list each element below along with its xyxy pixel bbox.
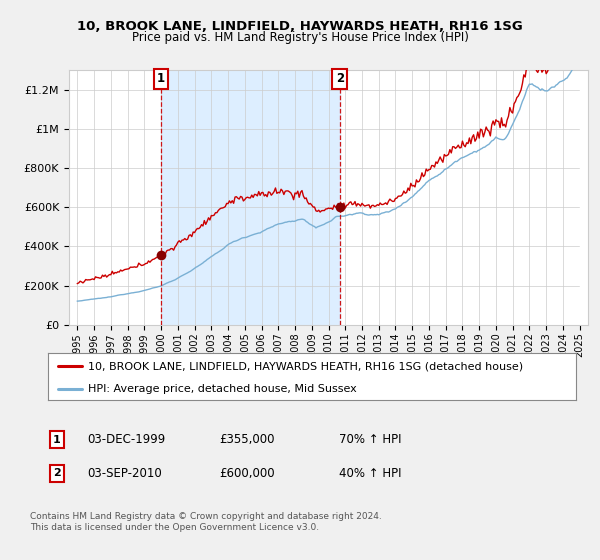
Text: £600,000: £600,000 xyxy=(219,466,275,480)
Text: 2: 2 xyxy=(53,468,61,478)
Text: £355,000: £355,000 xyxy=(219,433,275,446)
Text: 1: 1 xyxy=(53,435,61,445)
Text: 40% ↑ HPI: 40% ↑ HPI xyxy=(339,466,401,480)
Bar xyxy=(580,70,588,325)
Text: 03-DEC-1999: 03-DEC-1999 xyxy=(87,433,165,446)
Text: Contains HM Land Registry data © Crown copyright and database right 2024.
This d: Contains HM Land Registry data © Crown c… xyxy=(30,512,382,531)
Text: HPI: Average price, detached house, Mid Sussex: HPI: Average price, detached house, Mid … xyxy=(88,384,356,394)
Text: 10, BROOK LANE, LINDFIELD, HAYWARDS HEATH, RH16 1SG: 10, BROOK LANE, LINDFIELD, HAYWARDS HEAT… xyxy=(77,20,523,32)
Text: 1: 1 xyxy=(157,72,165,85)
Text: 70% ↑ HPI: 70% ↑ HPI xyxy=(339,433,401,446)
Bar xyxy=(580,70,588,325)
Text: 03-SEP-2010: 03-SEP-2010 xyxy=(87,466,162,480)
Text: Price paid vs. HM Land Registry's House Price Index (HPI): Price paid vs. HM Land Registry's House … xyxy=(131,31,469,44)
Text: 10, BROOK LANE, LINDFIELD, HAYWARDS HEATH, RH16 1SG (detached house): 10, BROOK LANE, LINDFIELD, HAYWARDS HEAT… xyxy=(88,361,523,371)
Bar xyxy=(161,70,340,325)
Text: 2: 2 xyxy=(335,72,344,85)
